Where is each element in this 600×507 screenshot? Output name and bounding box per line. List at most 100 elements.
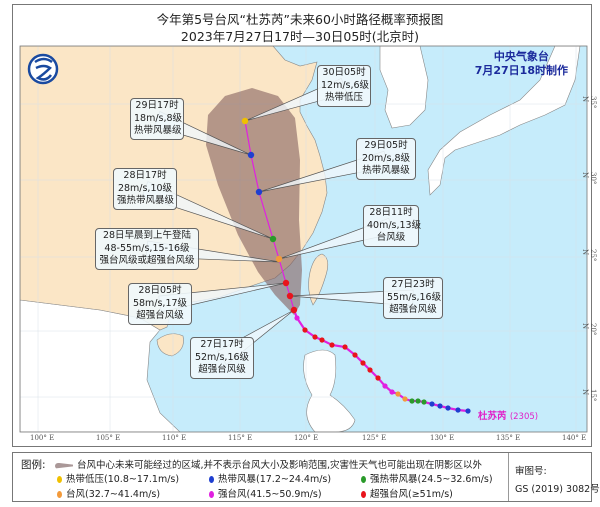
- callout-level: 热带低压: [324, 92, 363, 103]
- callout-time: 28日11时: [369, 207, 413, 218]
- lon-label: 135° E: [496, 434, 521, 442]
- observed-point: [402, 396, 408, 402]
- lon-label: 130° E: [430, 434, 455, 442]
- legend-item-label: 热带低压(10.8~17.1m/s): [66, 474, 180, 485]
- forecast-callout: 28日早晨到上午登陆 48-55m/s,15-16级 强台风级或超强台风级: [95, 228, 199, 270]
- forecast-point: [286, 292, 294, 300]
- observed-point: [415, 398, 421, 404]
- callout-level: 超强台风级: [136, 310, 184, 321]
- intensity-dot-icon: [361, 491, 366, 498]
- callout-time: 29日17时: [135, 100, 179, 111]
- forecast-callout: 30日05时 12m/s,6级 热带低压: [317, 65, 371, 107]
- callout-time: 27日23时: [391, 279, 435, 290]
- cma-logo: [27, 53, 59, 85]
- observed-point: [329, 342, 335, 348]
- lat-label: 20° N: [581, 323, 597, 336]
- lat-label: 35° N: [581, 96, 597, 109]
- observed-point: [375, 375, 381, 381]
- lon-label: 125° E: [362, 434, 387, 442]
- korea-land: [379, 46, 429, 129]
- callout-time: 30日05时: [322, 67, 366, 78]
- observed-point: [312, 334, 318, 340]
- observed-point: [465, 408, 471, 414]
- hainan-island: [156, 333, 184, 357]
- forecast-callout: 27日17时 52m/s,16级 超强台风级: [190, 337, 254, 379]
- lon-label: 140° E: [562, 434, 587, 442]
- observed-point: [409, 398, 415, 404]
- legend-cone-note: 台风中心未来可能经过的区域,并不表示台风大小及影响范围,灾害性天气也可能出现在阴…: [55, 457, 482, 471]
- legend-item: 强台风(41.5~50.9m/s): [209, 486, 322, 500]
- intensity-dot-icon: [57, 476, 62, 483]
- intensity-dot-icon: [209, 476, 214, 483]
- callout-wind: 28m/s,10级: [117, 182, 173, 194]
- legend-item-label: 超强台风(≥51m/s): [370, 489, 453, 500]
- callout-level: 热带风暴级: [362, 165, 410, 176]
- callout-level: 超强台风级: [389, 304, 437, 315]
- legend-title: 图例:: [21, 459, 46, 471]
- forecast-point: [269, 235, 277, 243]
- observed-point: [429, 401, 435, 407]
- observed-point: [455, 407, 461, 413]
- observed-point: [352, 352, 358, 358]
- callout-time: 28日05时: [138, 285, 182, 296]
- issue-time: 7月27日18时制作: [474, 64, 568, 77]
- observed-point: [445, 405, 451, 411]
- cone-swatch-icon: [55, 462, 73, 469]
- observed-point: [421, 399, 427, 405]
- legend-item-label: 台风(32.7~41.4m/s): [66, 489, 161, 500]
- callout-wind: 40m/s,13级: [367, 219, 422, 231]
- lon-label: 115° E: [228, 434, 253, 442]
- observed-point: [437, 403, 443, 409]
- forecast-callout: 27日23时 55m/s,16级 超强台风级: [383, 277, 443, 319]
- callout-wind: 55m/s,16级: [387, 291, 442, 303]
- intensity-dot-icon: [57, 491, 62, 498]
- forecast-callout: 28日05时 58m/s,17级 超强台风级: [128, 283, 192, 325]
- callout-wind: 18m/s,8级: [134, 112, 183, 124]
- callout-wind: 58m/s,17级: [132, 297, 188, 309]
- lat-label: 30° N: [581, 172, 597, 185]
- forecast-point: [290, 306, 298, 314]
- callout-time: 27日17时: [200, 339, 244, 350]
- callout-level: 热带风暴级: [134, 125, 182, 136]
- lat-label: 15° N: [581, 389, 597, 402]
- lat-label: 25° N: [581, 249, 597, 262]
- cone-note-text: 台风中心未来可能经过的区域,并不表示台风大小及影响范围,灾害性天气也可能出现在阴…: [77, 460, 483, 471]
- callout-wind: 12m/s,6级: [321, 79, 370, 91]
- forecast-point: [275, 255, 283, 263]
- callout-level: 台风级: [376, 232, 406, 243]
- legend: 图例: 台风中心未来可能经过的区域,并不表示台风大小及影响范围,灾害性天气也可能…: [12, 452, 600, 502]
- observed-point: [319, 337, 325, 343]
- callout-level: 强台风级或超强台风级: [99, 255, 195, 266]
- callout-level: 超强台风级: [198, 364, 246, 375]
- map-frame: [12, 4, 592, 447]
- legend-item: 超强台风(≥51m/s): [361, 486, 453, 500]
- callout-wind: 48-55m/s,15-16级: [104, 242, 190, 254]
- callout-time: 28日17时: [123, 170, 167, 181]
- observed-point: [389, 389, 395, 395]
- intensity-dot-icon: [361, 476, 366, 483]
- forecast-point: [282, 279, 290, 287]
- callout-time: 28日早晨到上午登陆: [102, 230, 192, 241]
- forecast-point: [255, 188, 263, 196]
- observed-point: [294, 315, 300, 321]
- forecast-point: [241, 117, 249, 125]
- callout-level: 强热带风暴级: [117, 195, 175, 206]
- legend-item-label: 强台风(41.5~50.9m/s): [218, 489, 322, 500]
- typhoon-name: 杜苏芮: [478, 411, 507, 422]
- observed-point: [302, 327, 308, 333]
- map-subtitle: 2023年7月27日17时—30日05时(北京时): [180, 29, 420, 44]
- graticule: [20, 46, 587, 432]
- callout-time: 29日05时: [364, 140, 408, 151]
- lon-label: 120° E: [294, 434, 319, 442]
- legend-item: 台风(32.7~41.4m/s): [57, 486, 160, 500]
- observed-point: [382, 383, 388, 389]
- japan-land: [427, 46, 581, 196]
- observed-point: [360, 360, 366, 366]
- approval-box: 审图号: GS (2019) 3082号: [508, 453, 600, 501]
- forecast-callout: 28日17时 28m/s,10级 强热带风暴级: [113, 168, 177, 210]
- legend-item: 热带低压(10.8~17.1m/s): [57, 471, 179, 485]
- lon-label: 100° E: [30, 434, 55, 442]
- legend-item: 强热带风暴(24.5~32.6m/s): [361, 471, 493, 485]
- agency-stamp: 中央气象台 7月27日18时制作: [475, 50, 568, 78]
- forecast-callout: 28日11时 40m/s,13级 台风级: [363, 205, 422, 247]
